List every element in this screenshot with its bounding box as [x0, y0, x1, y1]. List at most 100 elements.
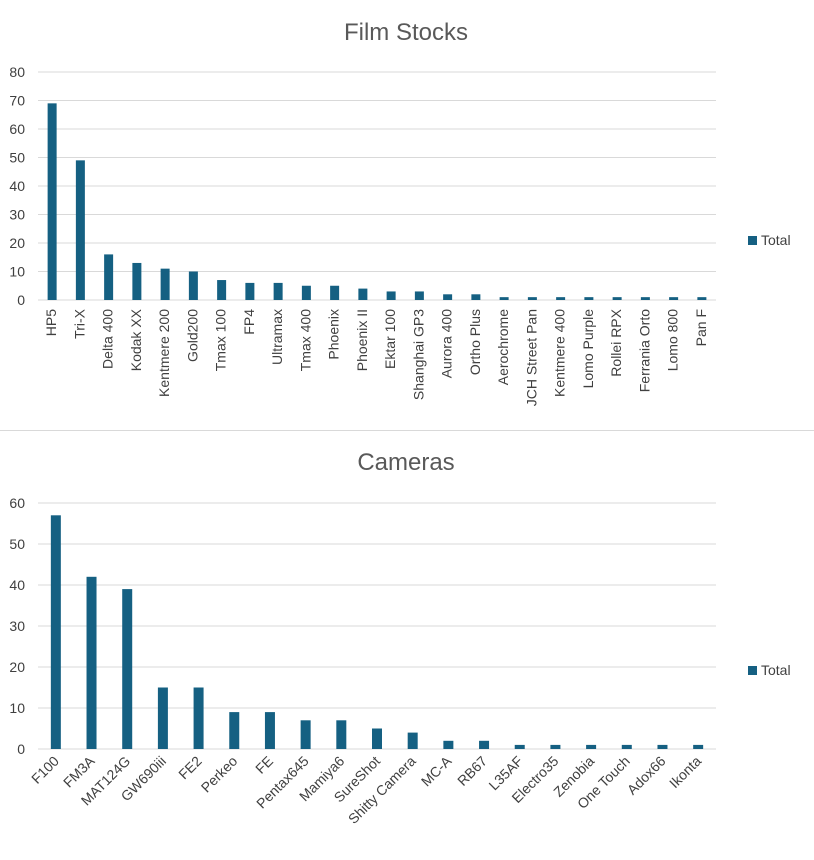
- legend-label: Total: [761, 232, 791, 248]
- y-tick-label: 40: [9, 577, 25, 593]
- bar: [407, 732, 418, 749]
- bar: [86, 576, 97, 749]
- bar: [157, 687, 168, 749]
- y-tick-label: 60: [9, 121, 25, 137]
- x-tick-label: Ikonta: [666, 753, 704, 791]
- bar: [188, 271, 198, 300]
- chart-divider: [0, 430, 814, 431]
- y-tick-label: 0: [17, 741, 25, 757]
- x-axis-labels: HP5 Tri-X Delta 400 Kodak XX Kentmere 200 Gol…: [43, 308, 709, 406]
- bar: [621, 744, 632, 749]
- film-stocks-chart-panel: Film Stocks 0 10 20 30 40 50 60 70 80 HP5 Tri-X De…: [9, 19, 791, 406]
- bar: [372, 728, 382, 749]
- x-tick-label: Gold200: [184, 309, 200, 362]
- bar: [443, 294, 453, 300]
- film-stocks-chart: Film Stocks 0 10 20 30 40 50 60 70 80 HP5 Tri-X De…: [9, 19, 791, 406]
- y-tick-label: 70: [9, 93, 25, 109]
- x-tick-label: Lomo Purple: [580, 309, 596, 389]
- x-tick-label: Lomo 800: [665, 309, 681, 371]
- bar: [697, 297, 707, 300]
- x-tick-label: JCH Street Pan: [523, 309, 539, 406]
- x-tick-label: F100: [28, 753, 62, 787]
- x-tick-label: FP4: [241, 309, 257, 335]
- bar: [443, 740, 454, 749]
- y-axis-ticks: 0 10 20 30 40 50 60: [9, 495, 25, 757]
- x-tick-label: Kentmere 200: [156, 309, 172, 397]
- x-tick-label: Aerochrome: [495, 309, 511, 385]
- x-tick-label: Adox66: [624, 753, 669, 798]
- bar: [273, 282, 283, 300]
- gridlines: [38, 502, 716, 750]
- bar: [479, 740, 490, 749]
- bar: [229, 712, 240, 749]
- y-tick-label: 10: [9, 264, 25, 280]
- x-tick-label: Ortho Plus: [467, 309, 483, 375]
- x-tick-label: Ektar 100: [382, 309, 398, 369]
- y-axis-ticks: 0 10 20 30 40 50 60 70 80: [9, 64, 25, 308]
- bars: [50, 515, 704, 749]
- cameras-chart-panel: Cameras 0 10 20 30 40 50 60 F100 FM3A MAT124G GW6…: [0, 431, 814, 860]
- x-tick-label: Kodak XX: [128, 308, 144, 371]
- bar: [358, 288, 368, 300]
- chart-title: Film Stocks: [344, 19, 468, 46]
- bar: [132, 262, 142, 300]
- bar: [640, 297, 650, 300]
- bar: [122, 589, 133, 749]
- legend-swatch: [748, 236, 757, 245]
- x-tick-label: Ferrania Orto: [636, 309, 652, 392]
- y-tick-label: 30: [9, 207, 25, 223]
- bar: [300, 720, 311, 749]
- x-tick-label: HP5: [43, 309, 59, 336]
- bar: [264, 712, 275, 749]
- bar: [301, 285, 311, 300]
- bar: [47, 103, 57, 300]
- bar: [514, 744, 525, 749]
- bar: [245, 282, 255, 300]
- legend: Total: [748, 232, 791, 248]
- legend-label: Total: [761, 662, 791, 678]
- bar: [471, 294, 481, 300]
- bar: [584, 297, 594, 300]
- x-tick-label: Tri-X: [71, 308, 87, 338]
- x-tick-label: Pan F: [693, 309, 709, 346]
- bar: [50, 515, 61, 749]
- y-tick-label: 50: [9, 150, 25, 166]
- bar: [330, 285, 340, 300]
- bar: [414, 291, 424, 300]
- bar: [386, 291, 396, 300]
- bar: [586, 744, 597, 749]
- bar: [556, 297, 566, 300]
- bar: [693, 744, 704, 749]
- y-tick-label: 50: [9, 536, 25, 552]
- x-tick-label: Rollei RPX: [608, 308, 624, 376]
- legend: Total: [748, 662, 791, 678]
- gridlines: [38, 71, 716, 301]
- x-tick-label: Shanghai GP3: [410, 309, 426, 400]
- bar: [160, 268, 170, 300]
- x-tick-label: RB67: [454, 753, 490, 789]
- y-tick-label: 20: [9, 235, 25, 251]
- chart-title: Cameras: [357, 449, 454, 476]
- bar: [669, 297, 679, 300]
- bars: [47, 103, 707, 300]
- bar: [193, 687, 204, 749]
- x-tick-label: FE: [252, 753, 276, 777]
- bar: [75, 160, 85, 300]
- bar: [217, 280, 227, 300]
- x-tick-label: Tmax 100: [213, 309, 229, 371]
- bar: [336, 720, 347, 749]
- x-tick-label: Phoenix II: [354, 309, 370, 371]
- x-tick-label: Perkeo: [198, 753, 241, 796]
- y-tick-label: 20: [9, 659, 25, 675]
- x-tick-label: Delta 400: [100, 309, 116, 369]
- bar: [612, 297, 622, 300]
- bar: [527, 297, 537, 300]
- x-tick-label: Aurora 400: [439, 309, 455, 378]
- bar: [550, 744, 561, 749]
- x-tick-label: Kentmere 400: [552, 309, 568, 397]
- x-tick-label: Tmax 400: [297, 309, 313, 371]
- x-tick-label: MC-A: [418, 752, 455, 789]
- x-tick-label: Phoenix: [326, 309, 342, 360]
- x-tick-label: FE2: [175, 753, 205, 783]
